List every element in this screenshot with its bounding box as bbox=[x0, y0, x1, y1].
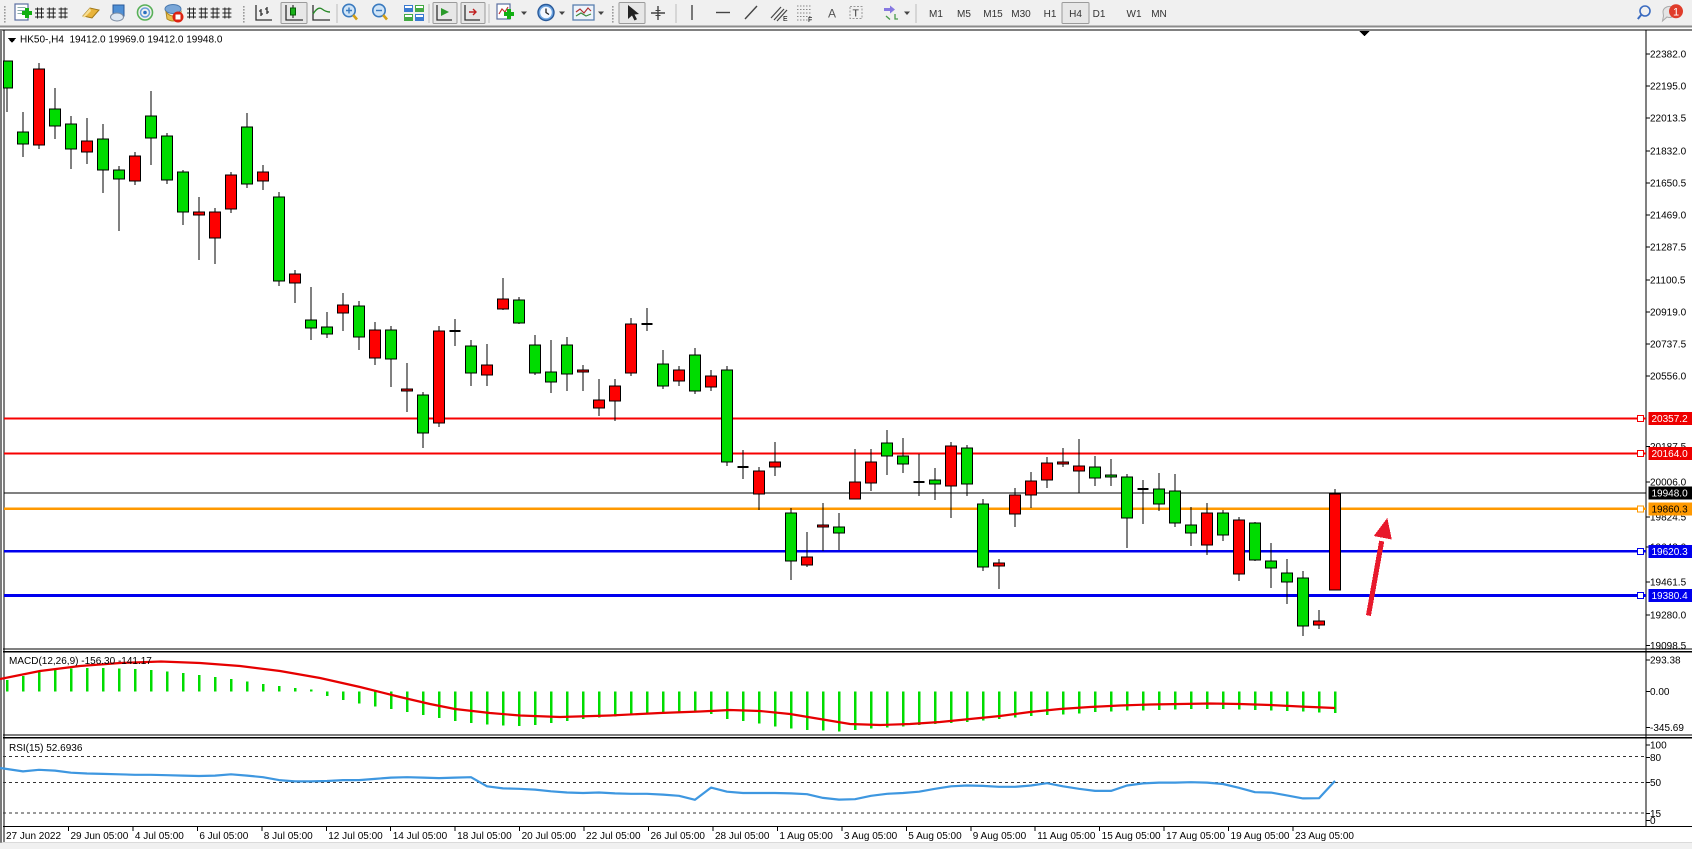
svg-text:19280.0: 19280.0 bbox=[1650, 611, 1687, 622]
svg-text:8 Jul 05:00: 8 Jul 05:00 bbox=[264, 831, 313, 842]
svg-text:29 Jun 05:00: 29 Jun 05:00 bbox=[70, 831, 128, 842]
svg-text:19948.0: 19948.0 bbox=[1652, 488, 1689, 499]
svg-text:M15: M15 bbox=[983, 9, 1003, 20]
svg-text:H1: H1 bbox=[1044, 9, 1057, 20]
svg-text:E: E bbox=[783, 16, 788, 23]
svg-text:11 Aug 05:00: 11 Aug 05:00 bbox=[1037, 831, 1096, 842]
svg-text:19461.5: 19461.5 bbox=[1650, 578, 1687, 589]
svg-text:15 Aug 05:00: 15 Aug 05:00 bbox=[1102, 831, 1161, 842]
svg-text:22 Jul 05:00: 22 Jul 05:00 bbox=[586, 831, 641, 842]
svg-text:MN: MN bbox=[1151, 9, 1167, 20]
svg-text:26 Jul 05:00: 26 Jul 05:00 bbox=[651, 831, 706, 842]
svg-text:293.38: 293.38 bbox=[1650, 656, 1681, 667]
svg-text:W1: W1 bbox=[1127, 9, 1142, 20]
svg-text:23 Aug 05:00: 23 Aug 05:00 bbox=[1295, 831, 1354, 842]
svg-text:M5: M5 bbox=[957, 9, 971, 20]
svg-text:22382.0: 22382.0 bbox=[1650, 50, 1687, 61]
svg-text:17 Aug 05:00: 17 Aug 05:00 bbox=[1166, 831, 1225, 842]
svg-text:20 Jul 05:00: 20 Jul 05:00 bbox=[522, 831, 577, 842]
svg-text:12 Jul 05:00: 12 Jul 05:00 bbox=[328, 831, 383, 842]
svg-text:A: A bbox=[828, 7, 836, 21]
svg-text:20737.5: 20737.5 bbox=[1650, 340, 1687, 351]
svg-text:RSI(15) 52.6936: RSI(15) 52.6936 bbox=[9, 743, 83, 754]
svg-text:50: 50 bbox=[1650, 778, 1662, 789]
svg-text:1 Aug 05:00: 1 Aug 05:00 bbox=[779, 831, 833, 842]
svg-text:1: 1 bbox=[1673, 6, 1679, 18]
svg-text:19380.4: 19380.4 bbox=[1652, 591, 1689, 602]
svg-text:21832.0: 21832.0 bbox=[1650, 147, 1687, 158]
svg-text:3 Aug 05:00: 3 Aug 05:00 bbox=[844, 831, 898, 842]
svg-text:M30: M30 bbox=[1011, 9, 1031, 20]
svg-text:T: T bbox=[853, 8, 860, 20]
svg-text:80: 80 bbox=[1650, 753, 1662, 764]
svg-text:M1: M1 bbox=[929, 9, 943, 20]
svg-text:100: 100 bbox=[1650, 741, 1667, 752]
svg-text:20919.0: 20919.0 bbox=[1650, 308, 1687, 319]
svg-text:19620.3: 19620.3 bbox=[1652, 547, 1689, 558]
svg-text:20357.2: 20357.2 bbox=[1652, 414, 1689, 425]
svg-text:5 Aug 05:00: 5 Aug 05:00 bbox=[908, 831, 962, 842]
svg-text:4 Jul 05:00: 4 Jul 05:00 bbox=[135, 831, 184, 842]
svg-text:MACD(12,26,9) -156.30 -141.17: MACD(12,26,9) -156.30 -141.17 bbox=[9, 656, 152, 667]
svg-text:27 Jun 2022: 27 Jun 2022 bbox=[6, 831, 61, 842]
svg-text:19860.3: 19860.3 bbox=[1652, 504, 1689, 515]
svg-text:-345.69: -345.69 bbox=[1650, 723, 1684, 734]
svg-text:19098.5: 19098.5 bbox=[1650, 641, 1687, 652]
svg-text:28 Jul 05:00: 28 Jul 05:00 bbox=[715, 831, 770, 842]
svg-text:0.00: 0.00 bbox=[1650, 687, 1670, 698]
svg-text:H4: H4 bbox=[1069, 9, 1082, 20]
svg-text:20556.0: 20556.0 bbox=[1650, 372, 1687, 383]
svg-text:6 Jul 05:00: 6 Jul 05:00 bbox=[199, 831, 248, 842]
svg-text:F: F bbox=[808, 17, 812, 24]
svg-text:15: 15 bbox=[1650, 809, 1662, 820]
svg-text:19 Aug 05:00: 19 Aug 05:00 bbox=[1231, 831, 1290, 842]
svg-text:20164.0: 20164.0 bbox=[1652, 449, 1689, 460]
svg-text:21469.0: 21469.0 bbox=[1650, 211, 1687, 222]
svg-text:19824.5: 19824.5 bbox=[1650, 513, 1687, 524]
svg-text:22013.5: 22013.5 bbox=[1650, 114, 1687, 125]
svg-text:0: 0 bbox=[1650, 816, 1656, 827]
svg-text:D1: D1 bbox=[1093, 9, 1106, 20]
svg-text:21650.5: 21650.5 bbox=[1650, 179, 1687, 190]
svg-text:21287.5: 21287.5 bbox=[1650, 243, 1687, 254]
svg-text:22195.0: 22195.0 bbox=[1650, 82, 1687, 93]
svg-text:14 Jul 05:00: 14 Jul 05:00 bbox=[393, 831, 448, 842]
svg-text:HK50-,H4 19412.0 19969.0 1941: HK50-,H4 19412.0 19969.0 19412.0 19948.0 bbox=[20, 35, 223, 46]
svg-text:20006.0: 20006.0 bbox=[1650, 478, 1687, 489]
svg-text:18 Jul 05:00: 18 Jul 05:00 bbox=[457, 831, 512, 842]
svg-text:21100.5: 21100.5 bbox=[1650, 276, 1686, 287]
svg-text:9 Aug 05:00: 9 Aug 05:00 bbox=[973, 831, 1027, 842]
